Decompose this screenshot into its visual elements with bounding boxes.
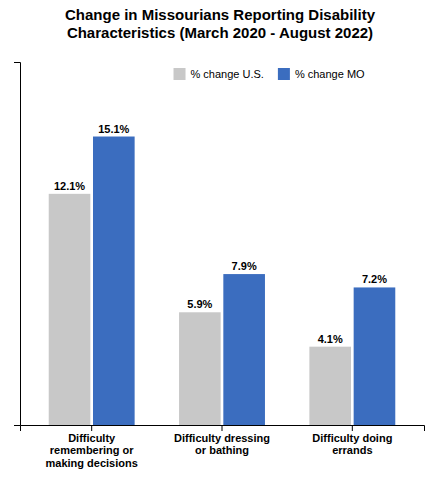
x-tick-label: Difficultyremembering ormaking decisions bbox=[46, 432, 138, 469]
x-tick: Difficulty doingerrands bbox=[312, 425, 392, 456]
x-tick-mark bbox=[222, 425, 223, 431]
legend-swatch bbox=[174, 68, 186, 80]
bar bbox=[223, 274, 265, 425]
x-tick: Difficultyremembering ormaking decisions bbox=[46, 425, 138, 469]
bar bbox=[309, 347, 351, 425]
x-tick-label: Difficulty dressingor bathing bbox=[174, 432, 270, 457]
title: Change in Missourians Reporting Disabili… bbox=[65, 6, 376, 41]
y-axis bbox=[14, 63, 21, 426]
x-axis-line bbox=[21, 426, 425, 432]
x-tick-label: Difficulty doingerrands bbox=[312, 432, 392, 457]
legend-item: % change U.S. bbox=[174, 68, 264, 80]
x-axis: Difficultyremembering ormaking decisions… bbox=[21, 425, 425, 469]
legend-item: % change MO bbox=[278, 68, 365, 80]
legend-swatch bbox=[278, 68, 290, 80]
data-label: 12.1% bbox=[54, 180, 85, 192]
bar bbox=[354, 287, 396, 425]
data-label: 7.2% bbox=[362, 273, 387, 285]
data-label: 7.9% bbox=[232, 260, 257, 272]
bars bbox=[49, 137, 396, 425]
bar bbox=[49, 194, 91, 425]
legend-label: % change MO bbox=[295, 68, 365, 80]
chart: Change in Missourians Reporting Disabili… bbox=[0, 0, 440, 487]
bar-series bbox=[93, 137, 395, 425]
bar bbox=[179, 312, 221, 425]
legend-label: % change U.S. bbox=[191, 68, 264, 80]
x-tick-mark bbox=[91, 425, 92, 431]
bar bbox=[93, 137, 135, 425]
legend: % change U.S. % change MO bbox=[174, 68, 366, 80]
data-labels: 12.1% 5.9% 4.1% 15.1% 7.9% 7.2% bbox=[54, 123, 387, 345]
x-tick: Difficulty dressingor bathing bbox=[174, 425, 270, 456]
y-axis-line bbox=[14, 63, 21, 426]
data-label: 5.9% bbox=[187, 298, 212, 310]
x-tick-mark bbox=[352, 425, 353, 431]
plot: 12.1% 5.9% 4.1% 15.1% 7.9% 7.2% Difficultyreme… bbox=[14, 63, 425, 470]
data-label: 4.1% bbox=[318, 333, 343, 345]
data-label: 15.1% bbox=[98, 123, 129, 135]
